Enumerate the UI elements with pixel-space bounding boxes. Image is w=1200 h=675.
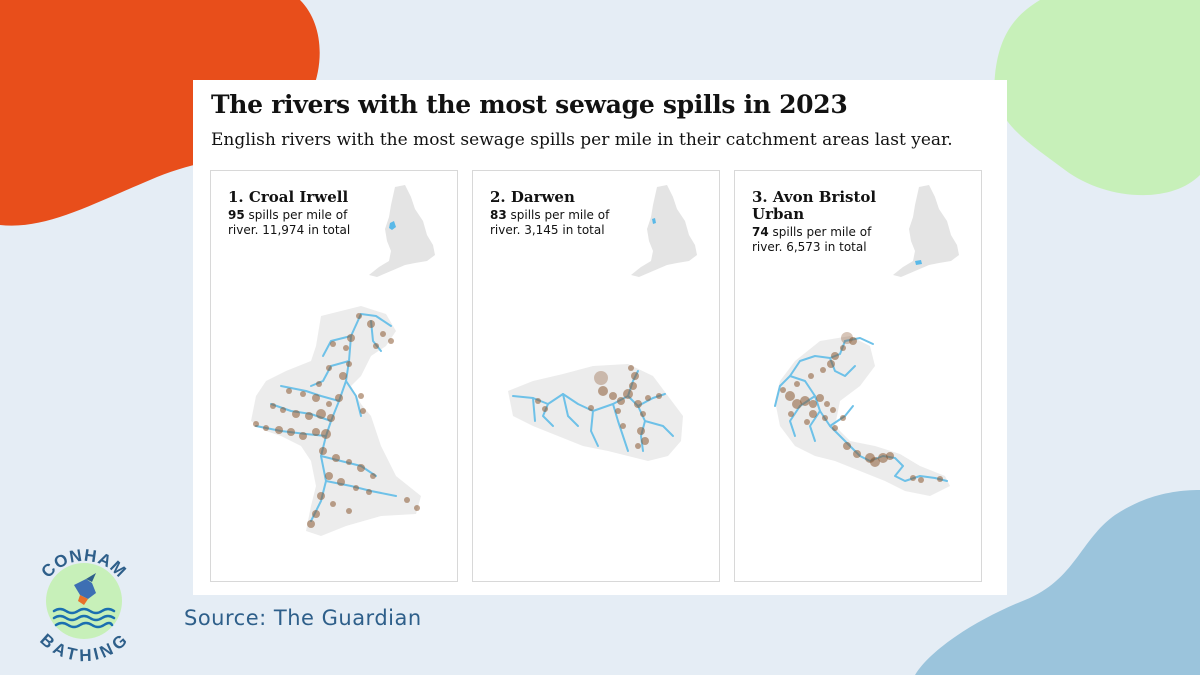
river-panel-darwen: 2. Darwen 83 spills per mile of river. 3… xyxy=(472,170,720,582)
croal-irwell-catchment-map xyxy=(251,306,421,536)
spills-label: spills per mile of xyxy=(244,208,348,222)
catchment-location-marker xyxy=(652,218,656,224)
river-stats: 95 spills per mile of river. 11,974 in t… xyxy=(228,208,388,238)
england-map-icon xyxy=(631,185,697,277)
total-spills: river. 3,145 in total xyxy=(490,223,605,237)
graphic-title: The rivers with the most sewage spills i… xyxy=(211,90,848,119)
river-stats: 74 spills per mile of river. 6,573 in to… xyxy=(752,225,912,255)
kingfisher-icon xyxy=(74,573,96,605)
river-name: 3. Avon Bristol Urban xyxy=(752,188,877,223)
river-panel-avon-bristol-urban: 3. Avon Bristol Urban 74 spills per mile… xyxy=(734,170,982,582)
spills-label: spills per mile of xyxy=(768,225,872,239)
spills-label: spills per mile of xyxy=(506,208,610,222)
total-spills: river. 6,573 in total xyxy=(752,240,867,254)
river-stats: 83 spills per mile of river. 3,145 in to… xyxy=(490,208,650,238)
darwen-catchment-map xyxy=(508,364,683,461)
england-map-icon xyxy=(893,185,959,277)
total-spills: river. 11,974 in total xyxy=(228,223,351,237)
source-credit: Source: The Guardian xyxy=(184,606,422,630)
catchment-location-marker xyxy=(915,260,922,265)
spills-per-mile-value: 83 xyxy=(490,208,507,222)
blue-blob xyxy=(915,490,1200,675)
spills-per-mile-value: 74 xyxy=(752,225,769,239)
river-name: 2. Darwen xyxy=(490,188,575,206)
conham-bathing-logo: CONHAM BATHING xyxy=(36,546,130,663)
graphic-subtitle: English rivers with the most sewage spil… xyxy=(211,130,953,150)
guardian-graphic-card: The rivers with the most sewage spills i… xyxy=(193,80,1007,595)
avon-bristol-urban-catchment-map xyxy=(774,332,950,496)
green-blob xyxy=(994,0,1200,196)
spills-per-mile-value: 95 xyxy=(228,208,245,222)
river-panel-croal-irwell: 1. Croal Irwell 95 spills per mile of ri… xyxy=(210,170,458,582)
river-name: 1. Croal Irwell xyxy=(228,188,349,206)
orange-blob xyxy=(0,0,320,226)
catchment-location-marker xyxy=(389,221,396,230)
england-map-icon xyxy=(369,185,435,277)
